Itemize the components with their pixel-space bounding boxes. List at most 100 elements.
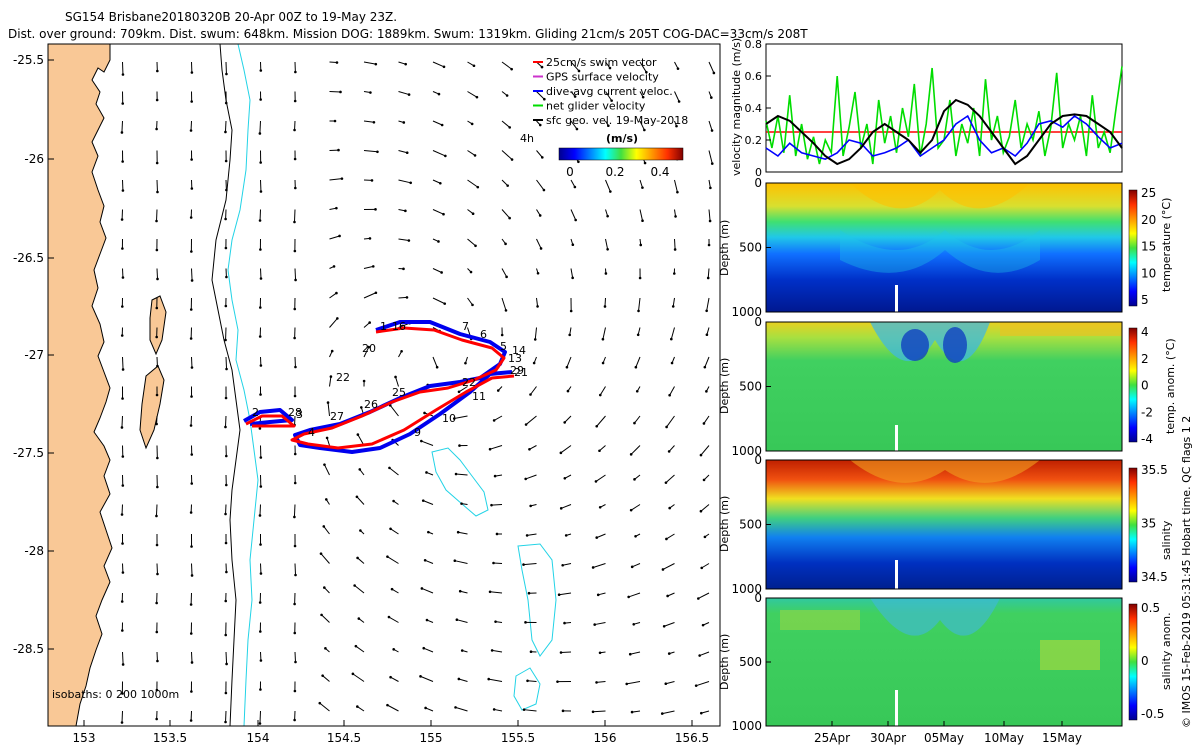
velocity-arrow: [501, 61, 512, 70]
depth-tick-label: 500: [739, 380, 762, 394]
velocity-arrow: [259, 710, 261, 724]
velocity-arrow-head: [492, 419, 496, 422]
velocity-arrow-head: [421, 499, 425, 502]
velocity-arrow: [398, 179, 411, 184]
velocity-arrow-head: [121, 629, 124, 632]
velocity-arrow-head: [189, 129, 193, 132]
velocity-arrow-head: [293, 157, 297, 161]
velocity-arrow-head: [504, 242, 507, 246]
velocity-arrow-head: [121, 484, 125, 487]
depth-tick-label: 1000: [731, 582, 762, 596]
velocity-arrow-head: [259, 485, 263, 488]
velocity-arrow-head: [598, 449, 601, 453]
velocity-arrow-head: [318, 701, 322, 705]
velocity-arrow: [701, 710, 710, 714]
colorbar-tick-label: 34.5: [1141, 570, 1168, 584]
velocity-arrow-head: [538, 123, 542, 127]
velocity-arrow: [363, 150, 378, 153]
velocity-arrow: [604, 297, 606, 307]
velocity-arrow-head: [224, 599, 228, 603]
velocity-arrow-head: [258, 722, 262, 725]
velocity-arrow-head: [455, 618, 459, 621]
velocity-arrow-head: [189, 424, 193, 427]
imos-credit: © IMOS 15-Feb-2019 05:31:45 Hobart time.…: [1180, 416, 1193, 728]
track-waypoint-label: 11: [472, 390, 486, 403]
velocity-arrow-head: [702, 478, 706, 482]
legend-item-label: sfc geo. vel. 19-May-2018: [546, 114, 688, 127]
velocity-arrow-head: [386, 703, 389, 707]
velocity-arrow-head: [493, 474, 497, 478]
salinity-section: salinity Depth (m): [718, 459, 1173, 590]
velocity-arrow: [700, 504, 710, 512]
salinity-anomaly-ylabel: Depth (m): [718, 634, 731, 690]
velocity-arrow: [456, 619, 468, 623]
velocity-arrow-head: [259, 364, 263, 367]
velocity-arrow: [357, 557, 365, 564]
velocity-arrow-head: [121, 102, 125, 105]
velocity-arrow: [527, 680, 537, 682]
velocity-arrow-head: [259, 543, 262, 546]
depth-tick-label: 500: [739, 655, 762, 669]
velocity-arrow: [536, 238, 542, 249]
velocity-arrow-head: [710, 162, 714, 165]
velocity-arrow-head: [294, 186, 297, 190]
velocity-arrow-head: [529, 393, 532, 396]
velocity-arrow-head: [664, 682, 668, 686]
velocity-arrow-head: [374, 208, 377, 211]
velocity-arrow-head: [458, 589, 462, 593]
velocity-arrow: [670, 327, 675, 340]
velocity-arrow-head: [471, 303, 474, 307]
velocity-arrow: [501, 297, 507, 311]
velocity-arrow-head: [673, 248, 677, 251]
velocity-arrow-head: [394, 375, 397, 379]
velocity-arrow: [663, 622, 675, 627]
track-waypoint-label: 5: [500, 340, 507, 353]
colorbar-tick-label: 10: [1141, 266, 1156, 280]
track-waypoint-label: 28: [288, 406, 302, 419]
map-legend: 25cm/s swim vector GPS surface velocitydi…: [520, 56, 688, 179]
velocity-arrow: [390, 528, 399, 535]
velocity-arrow-head: [474, 244, 477, 248]
velocity-arrow-head: [155, 127, 158, 131]
velocity-arrow-head: [563, 621, 566, 625]
velocity-arrow-head: [536, 305, 539, 308]
track-waypoint-label: 26: [364, 398, 378, 411]
velocity-arrow-head: [556, 680, 559, 683]
date-tick-label: 30Apr: [870, 731, 906, 745]
track-waypoint-label: 16: [392, 320, 406, 333]
velocity-arrow-head: [476, 185, 480, 189]
velocity-arrow-head: [155, 248, 159, 252]
velocity-arrow: [455, 706, 468, 712]
velocity-arrow-head: [293, 394, 297, 398]
sfc-velocity-vector-field: [120, 61, 716, 725]
velocity-arrow-head: [337, 148, 340, 152]
velocity-arrow-head: [533, 338, 537, 341]
velocity-arrow-head: [676, 190, 679, 194]
velocity-arrow: [191, 651, 193, 663]
velocity-arrow-head: [190, 690, 193, 693]
colorbar-unit: (m/s): [606, 132, 638, 145]
velocity-arrow-head: [224, 159, 228, 163]
velocity-arrow: [388, 616, 399, 623]
velocity-arrow-head: [440, 271, 443, 274]
lon-tick-label: 154: [247, 731, 270, 745]
velocity-arrow-head: [601, 337, 605, 341]
velocity-arrow-head: [121, 189, 125, 192]
velocity-arrow-head: [190, 279, 194, 282]
velocity-arrow: [703, 415, 710, 424]
velocity-arrow-head: [609, 190, 612, 193]
velocity-arrow-head: [710, 129, 714, 132]
velocity-arrow: [570, 268, 574, 278]
velocity-arrow-head: [457, 677, 461, 681]
velocity-arrow-head: [595, 681, 598, 684]
velocity-arrow: [698, 592, 710, 599]
lon-tick-label: 155.5: [501, 731, 535, 745]
velocity-arrow-head: [667, 652, 671, 655]
velocity-arrow-head: [699, 453, 703, 457]
temp-anomaly-colorbar: [1128, 327, 1138, 443]
velocity-arrow: [432, 150, 446, 157]
velocity-arrow: [432, 120, 443, 126]
velocity-arrow: [493, 415, 503, 421]
velocity-arrow: [523, 563, 537, 566]
velocity-arrow-head: [527, 591, 531, 595]
